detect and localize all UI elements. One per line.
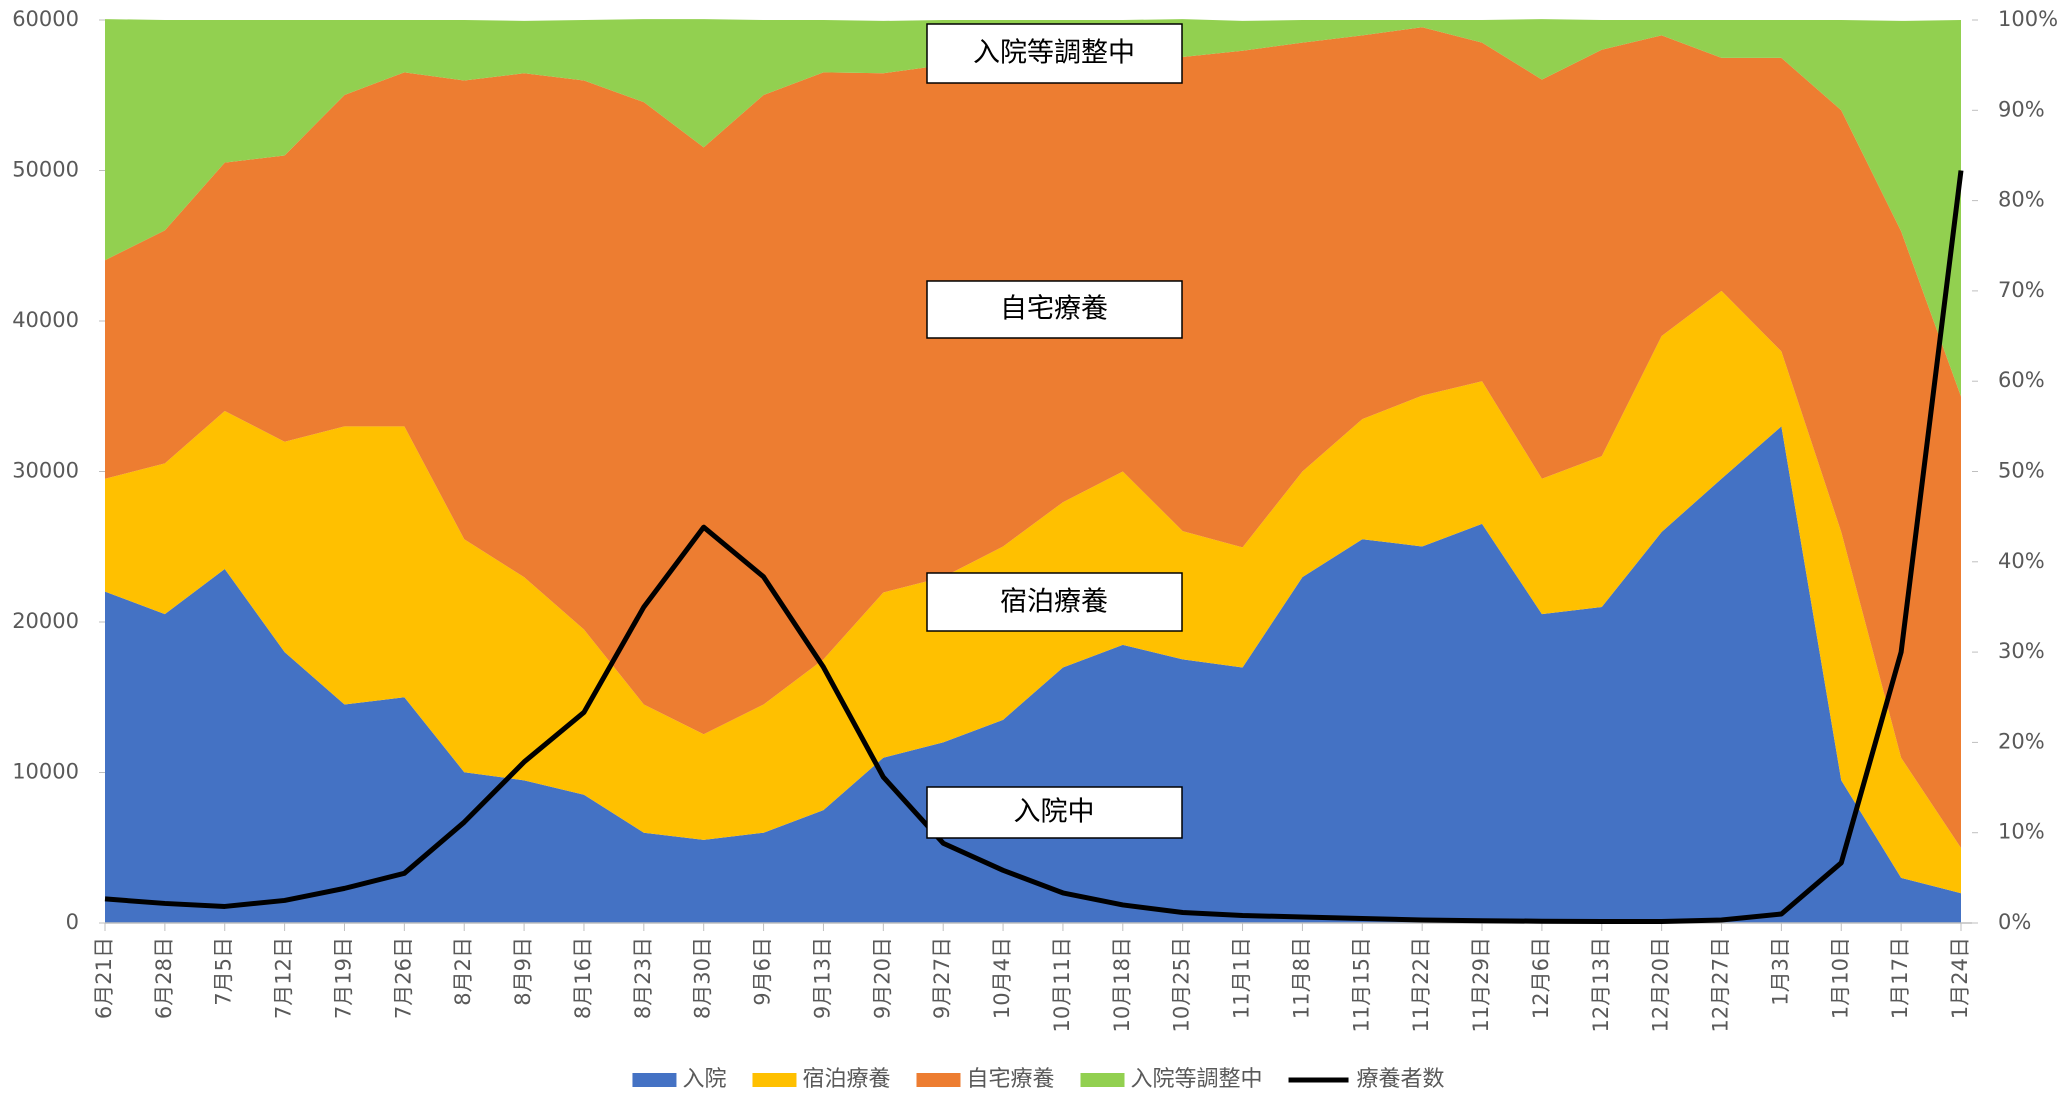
x-tick-label: 8月16日 bbox=[571, 937, 595, 1019]
x-tick-label: 9月6日 bbox=[751, 937, 775, 1006]
x-tick-label: 8月23日 bbox=[631, 937, 655, 1019]
area bbox=[105, 19, 1961, 397]
x-tick-label: 10月25日 bbox=[1170, 937, 1194, 1032]
x-tick-label: 11月1日 bbox=[1230, 937, 1254, 1019]
annotation: 入院中 bbox=[1014, 797, 1095, 828]
x-tick-label: 1月10日 bbox=[1828, 937, 1852, 1019]
y2-tick-label: 100% bbox=[1998, 7, 2058, 31]
legend-swatch bbox=[1080, 1073, 1125, 1087]
annotation-box bbox=[926, 23, 1183, 84]
x-tick-label: 12月13日 bbox=[1589, 937, 1613, 1032]
annotations: 入院等調整中 自宅療養 宿泊療養 入院中 bbox=[926, 23, 1183, 839]
y-tick-label: 30000 bbox=[12, 459, 79, 483]
x-tick-label: 8月30日 bbox=[691, 937, 715, 1019]
x-tick-label: 9月13日 bbox=[810, 937, 834, 1019]
y2-tick-label: 70% bbox=[1998, 278, 2045, 302]
area bbox=[105, 27, 1961, 849]
x-tick-label: 7月12日 bbox=[272, 937, 296, 1019]
y-tick-label: 50000 bbox=[12, 158, 79, 182]
annotation-box bbox=[926, 280, 1183, 339]
x-tick-label: 12月20日 bbox=[1649, 937, 1673, 1032]
legend-label: 入院 bbox=[682, 1067, 726, 1092]
x-tick-label: 7月26日 bbox=[391, 937, 415, 1019]
legend-swatch bbox=[752, 1073, 797, 1087]
y-tick-label: 60000 bbox=[12, 7, 79, 31]
y2-tick-label: 50% bbox=[1998, 459, 2045, 483]
x-tick-label: 12月27日 bbox=[1709, 937, 1733, 1032]
line bbox=[104, 170, 1964, 924]
legend-label: 入院等調整中 bbox=[1131, 1067, 1263, 1092]
y-tick-label: 20000 bbox=[12, 609, 79, 633]
x-tick-label: 6月21日 bbox=[92, 937, 116, 1019]
x-tick-label: 11月22日 bbox=[1409, 937, 1433, 1032]
annotation-box bbox=[926, 572, 1183, 632]
y2-tick-label: 60% bbox=[1998, 368, 2045, 392]
annotation: 入院等調整中 bbox=[973, 38, 1135, 69]
y2-tick-label: 40% bbox=[1998, 549, 2045, 573]
x-tick-label: 8月9日 bbox=[511, 937, 535, 1006]
legend-label: 宿泊療養 bbox=[802, 1067, 890, 1092]
y2-tick-label: 80% bbox=[1998, 188, 2045, 212]
x-tick-label: 10月18日 bbox=[1110, 937, 1134, 1032]
x-tick-label: 10月11日 bbox=[1050, 937, 1074, 1032]
legend-label: 自宅療養 bbox=[966, 1067, 1054, 1092]
area bbox=[105, 426, 1961, 923]
y2-tick-label: 20% bbox=[1998, 729, 2045, 753]
annotation: 宿泊療養 bbox=[1000, 587, 1108, 618]
y-tick-label: 10000 bbox=[12, 760, 79, 784]
legend: 入院 宿泊療養 自宅療養 入院等調整中 療養者数 bbox=[632, 1067, 1445, 1092]
x-tick-label: 11月8日 bbox=[1289, 937, 1313, 1019]
x-tick-label: 11月15日 bbox=[1349, 937, 1373, 1032]
y2-tick-label: 90% bbox=[1998, 97, 2045, 121]
x-tick-label: 1月17日 bbox=[1888, 937, 1912, 1019]
legend-swatch bbox=[632, 1073, 677, 1087]
x-tick-label: 11月29日 bbox=[1469, 937, 1493, 1032]
legend-swatch bbox=[916, 1073, 961, 1087]
y-tick-label: 40000 bbox=[12, 308, 79, 332]
x-tick-label: 7月19日 bbox=[331, 937, 355, 1019]
x-tick-label: 9月27日 bbox=[930, 937, 954, 1019]
x-tick-label: 6月28日 bbox=[152, 937, 176, 1019]
x-tick-label: 12月6日 bbox=[1529, 937, 1553, 1019]
x-tick-label: 1月24日 bbox=[1948, 937, 1972, 1019]
y2-tick-label: 0% bbox=[1998, 910, 2031, 934]
legend-label: 療養者数 bbox=[1357, 1067, 1445, 1092]
x-tick-label: 10月4日 bbox=[990, 937, 1014, 1019]
x-tick-label: 8月2日 bbox=[451, 937, 475, 1006]
x-tick-label: 9月20日 bbox=[870, 937, 894, 1019]
annotation-box bbox=[926, 786, 1183, 839]
y-tick-label: 0 bbox=[66, 910, 79, 934]
x-tick-label: 7月5日 bbox=[212, 937, 236, 1006]
y2-tick-label: 10% bbox=[1998, 820, 2045, 844]
x-tick-label: 1月3日 bbox=[1768, 937, 1792, 1006]
y2-tick-label: 30% bbox=[1998, 639, 2045, 663]
annotation: 自宅療養 bbox=[1000, 294, 1108, 325]
